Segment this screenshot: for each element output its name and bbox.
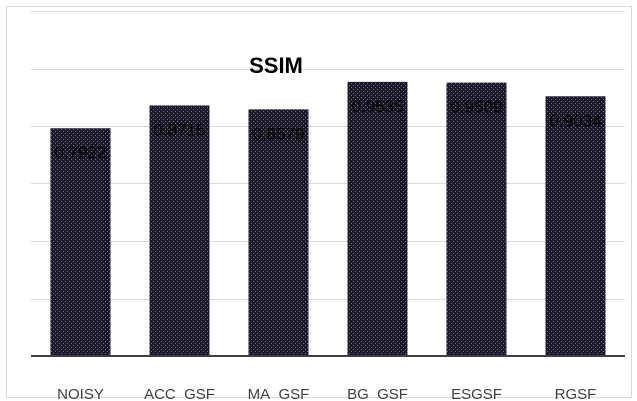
x-tick-label: NOISY bbox=[57, 386, 104, 399]
x-tick-label: ESGSF bbox=[451, 386, 502, 399]
data-label: 0.9034 bbox=[550, 111, 602, 130]
bars bbox=[50, 81, 606, 357]
bar-bg-gsf bbox=[347, 81, 408, 357]
x-tick-labels: NOISY ACC_GSF MA_GSF BG_GSF ESGSF RGSF bbox=[57, 386, 596, 399]
x-tick-label: MA_GSF bbox=[248, 386, 310, 399]
chart-title: SSIM bbox=[249, 53, 303, 78]
x-tick-label: ACC_GSF bbox=[144, 386, 215, 399]
x-tick-label: BG_GSF bbox=[347, 386, 408, 399]
bar-noisy bbox=[50, 128, 111, 356]
data-label: 0.7922 bbox=[55, 143, 107, 162]
chart-frame: 0.7922 0.8715 0.8579 0.9535 0.9509 0.9034 NOI… bbox=[6, 6, 632, 399]
gridlines bbox=[31, 11, 625, 300]
bar-ma-gsf bbox=[248, 109, 309, 356]
bar-rgsf bbox=[545, 96, 606, 357]
data-label: 0.9509 bbox=[451, 98, 503, 117]
bar-acc-gsf bbox=[149, 105, 210, 356]
x-tick-label: RGSF bbox=[555, 386, 597, 399]
bar-chart: 0.7922 0.8715 0.8579 0.9535 0.9509 0.9034 NOI… bbox=[31, 11, 625, 399]
data-label: 0.8715 bbox=[154, 120, 206, 139]
data-label: 0.9535 bbox=[352, 97, 404, 116]
data-labels: 0.7922 0.8715 0.8579 0.9535 0.9509 0.9034 bbox=[55, 97, 602, 162]
bar-esgsf bbox=[446, 82, 507, 357]
data-label: 0.8579 bbox=[253, 124, 305, 143]
